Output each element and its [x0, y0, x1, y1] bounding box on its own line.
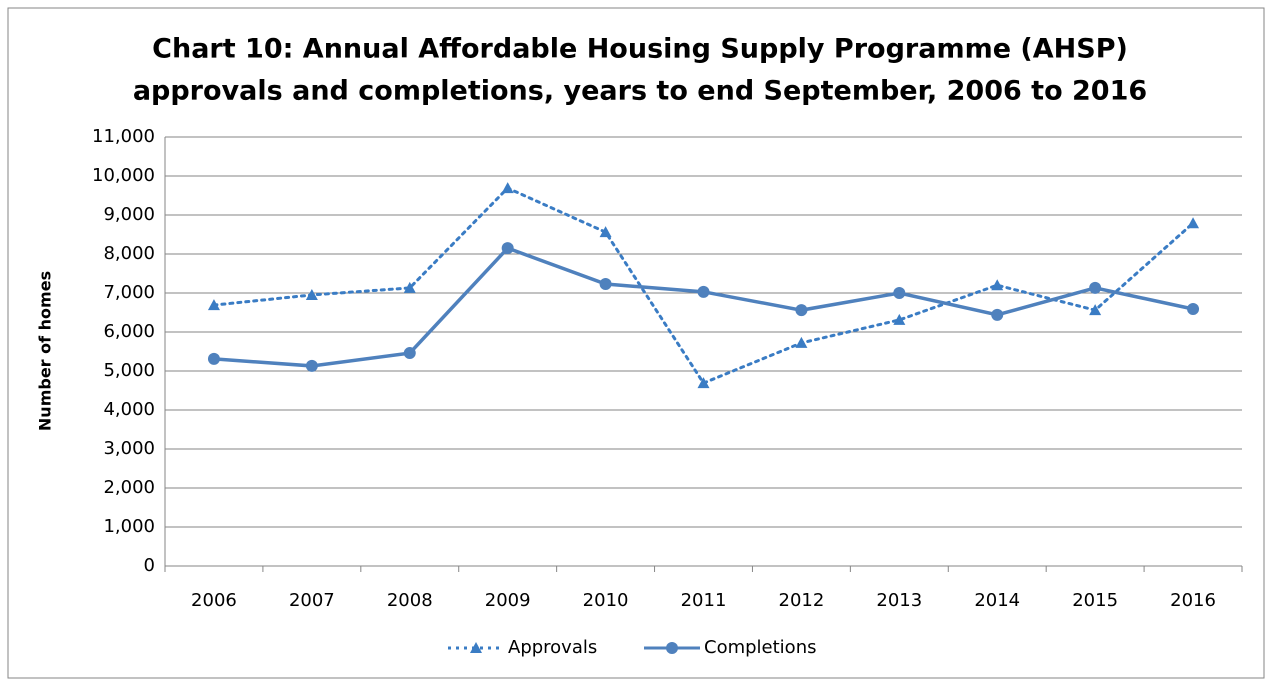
chart-title: approvals and completions, years to end … — [133, 76, 1147, 107]
marker — [403, 281, 416, 293]
marker — [501, 182, 514, 194]
y-tick-label: 7,000 — [103, 282, 155, 303]
x-tick-label: 2007 — [289, 590, 335, 611]
chart-frame — [7, 7, 1265, 679]
marker — [470, 642, 482, 653]
marker — [305, 359, 318, 372]
legend-label: Approvals — [508, 637, 597, 658]
marker — [666, 642, 678, 654]
marker — [207, 352, 220, 365]
marker — [1187, 302, 1200, 315]
marker — [697, 285, 710, 298]
x-tick-label: 2016 — [1170, 590, 1216, 611]
x-tick-label: 2015 — [1072, 590, 1118, 611]
marker — [403, 347, 416, 360]
x-tick-label: 2010 — [583, 590, 629, 611]
x-tick-label: 2009 — [485, 590, 531, 611]
y-tick-label: 2,000 — [103, 477, 155, 498]
marker — [991, 308, 1004, 321]
y-tick-label: 6,000 — [103, 321, 155, 342]
x-tick-label: 2013 — [876, 590, 922, 611]
marker — [795, 304, 808, 317]
legend-label: Completions — [704, 637, 816, 658]
y-tick-label: 0 — [144, 555, 155, 576]
marker — [893, 313, 906, 325]
marker — [795, 336, 808, 348]
x-tick-label: 2014 — [974, 590, 1020, 611]
marker — [893, 287, 906, 299]
marker — [991, 279, 1004, 291]
y-tick-label: 5,000 — [103, 360, 155, 381]
marker — [207, 299, 220, 311]
y-tick-label: 3,000 — [103, 438, 155, 459]
x-tick-label: 2011 — [681, 590, 727, 611]
y-axis-label: Number of homes — [36, 271, 55, 431]
chart-title: Chart 10: Annual Affordable Housing Supp… — [152, 34, 1128, 65]
y-tick-label: 8,000 — [103, 243, 155, 264]
x-tick-label: 2012 — [779, 590, 825, 611]
y-tick-label: 4,000 — [103, 399, 155, 420]
marker — [1187, 217, 1200, 229]
marker — [599, 278, 612, 291]
marker — [599, 226, 612, 238]
marker — [1089, 304, 1102, 316]
y-tick-label: 9,000 — [103, 204, 155, 225]
marker — [1089, 281, 1102, 294]
y-tick-label: 1,000 — [103, 516, 155, 537]
marker — [501, 242, 514, 255]
marker — [305, 288, 318, 300]
x-tick-label: 2006 — [191, 590, 237, 611]
marker — [697, 377, 710, 389]
y-tick-label: 11,000 — [92, 126, 155, 147]
y-tick-label: 10,000 — [92, 165, 155, 186]
x-tick-label: 2008 — [387, 590, 433, 611]
